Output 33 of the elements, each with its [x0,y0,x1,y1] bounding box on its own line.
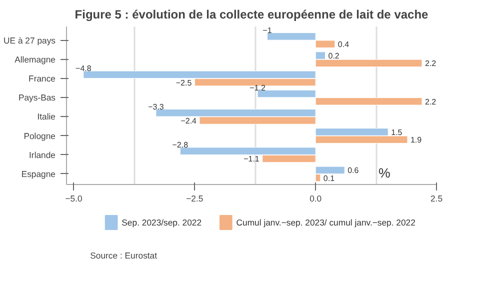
data-label: 0.2 [328,52,340,61]
y-tick-label: France [28,73,56,84]
y-tick-label: Espagne [21,168,56,179]
data-label: −2.4 [180,116,198,126]
y-tick-label: Allemagne [14,54,56,64]
x-tick-label: 2.5 [430,194,443,204]
x-tick-label: −2.5 [186,194,204,204]
y-tick-label: Pays-Bas [18,92,56,103]
data-label: −3.3 [148,102,164,112]
y-tick-label: Italie [37,112,56,122]
chart-title: Figure 5 : évolution de la collecte européenne de lait de vache [74,8,429,22]
data-label: −2.5 [176,78,192,88]
data-label: −2.8 [172,140,189,150]
data-label: 0.4 [338,40,350,50]
data-label: −1.1 [244,154,260,164]
data-label: 2.2 [424,59,437,68]
y-tick-label: Irlande [29,150,56,160]
source-note: Source : Eurostat [90,250,158,260]
data-label: −1 [262,26,272,35]
y-tick-label: UE à 27 pays [4,35,56,46]
y-tick-label: Pologne [24,130,56,141]
data-label: 1.9 [410,136,422,145]
data-label: 2.2 [424,97,437,106]
data-label: 0.1 [323,174,336,183]
data-label: −1.2 [250,83,266,92]
data-label: −4.8 [76,64,92,74]
legend-label: Cumul janv.−sep. 2023/ cumul janv.−sep. 2022 [236,218,416,228]
data-label: 1.5 [391,128,403,137]
annotation: % [378,166,390,180]
data-label: 0.6 [348,166,360,176]
x-tick-label: 0.0 [310,194,322,204]
x-tick-label: −5.0 [65,194,82,204]
legend-label: Sep. 2023/sep. 2022 [122,218,202,228]
